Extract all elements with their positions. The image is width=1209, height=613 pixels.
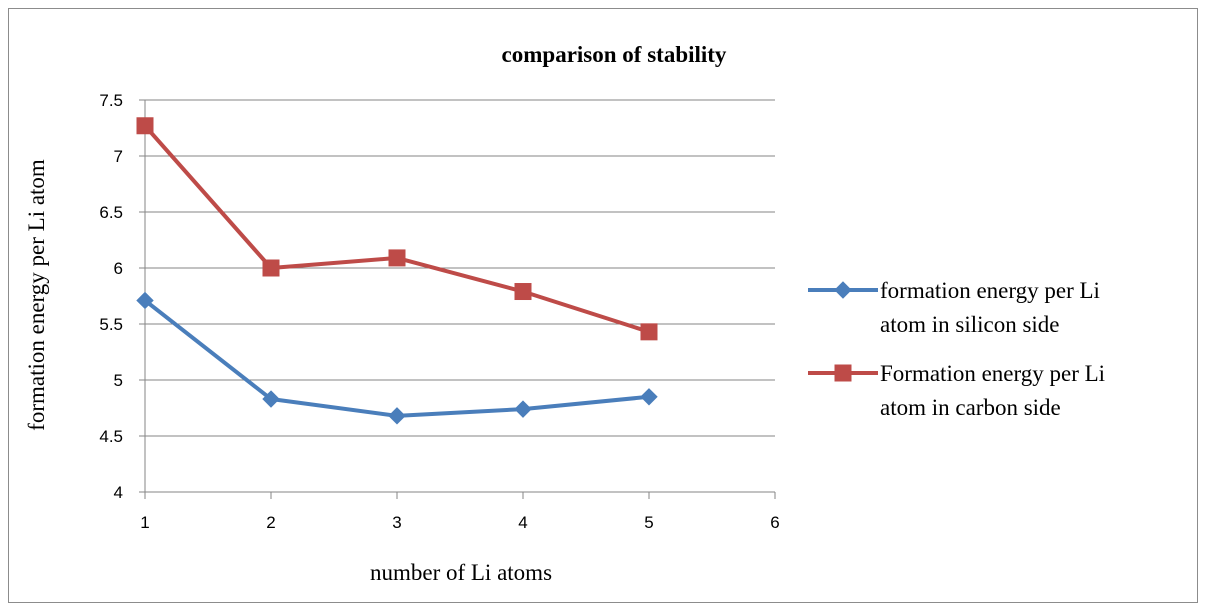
- y-tick-label: 5: [114, 371, 123, 390]
- y-tick-label: 6: [114, 259, 123, 278]
- y-axis-label: formation energy per Li atom: [24, 159, 49, 431]
- data-point: [136, 117, 154, 135]
- x-axis-label: number of Li atoms: [370, 560, 552, 585]
- legend-label: Formation energy per Li: [880, 361, 1105, 386]
- data-point: [514, 283, 532, 301]
- legend-marker: [834, 364, 852, 382]
- data-point: [388, 407, 406, 425]
- axes: [139, 99, 776, 499]
- chart-title: comparison of stability: [502, 42, 727, 67]
- x-tick-labels: 1 2 3 4 5 6: [140, 513, 779, 532]
- x-tick-label: 6: [770, 513, 779, 532]
- legend-label: formation energy per Li: [880, 278, 1100, 303]
- x-tick-label: 3: [392, 513, 401, 532]
- legend-label: atom in silicon side: [880, 312, 1060, 337]
- data-point: [640, 323, 658, 341]
- data-point: [136, 291, 154, 310]
- x-tick-label: 1: [140, 513, 149, 532]
- x-tick-label: 4: [518, 513, 527, 532]
- y-tick-label: 4.5: [99, 427, 123, 446]
- series-line: [143, 124, 650, 334]
- legend: formation energy per Li atom in silicon s…: [808, 278, 1105, 420]
- x-tick-label: 5: [644, 513, 653, 532]
- data-point: [262, 259, 280, 277]
- data-point: [514, 400, 532, 418]
- legend-label: atom in carbon side: [880, 395, 1061, 420]
- gridlines: [145, 99, 775, 437]
- data-point: [640, 388, 658, 406]
- series-1: [136, 291, 658, 425]
- legend-item-2: Formation energy per Li atom in carbon si…: [808, 361, 1105, 420]
- data-series: [136, 117, 658, 425]
- legend-item-1: formation energy per Li atom in silicon s…: [808, 278, 1100, 337]
- y-tick-labels: 4 4.5 5 5.5 6 6.5 7 7.5: [99, 91, 123, 502]
- y-tick-label: 5.5: [99, 315, 123, 334]
- y-tick-label: 4: [114, 483, 123, 502]
- data-point: [388, 249, 406, 267]
- y-tick-label: 7: [114, 147, 123, 166]
- series-2: [136, 117, 658, 341]
- y-tick-label: 7.5: [99, 91, 123, 110]
- y-tick-label: 6.5: [99, 203, 123, 222]
- legend-marker: [834, 281, 852, 299]
- chart-frame: [8, 8, 1198, 603]
- x-tick-label: 2: [266, 513, 275, 532]
- series-line: [143, 298, 650, 418]
- data-point: [262, 390, 280, 408]
